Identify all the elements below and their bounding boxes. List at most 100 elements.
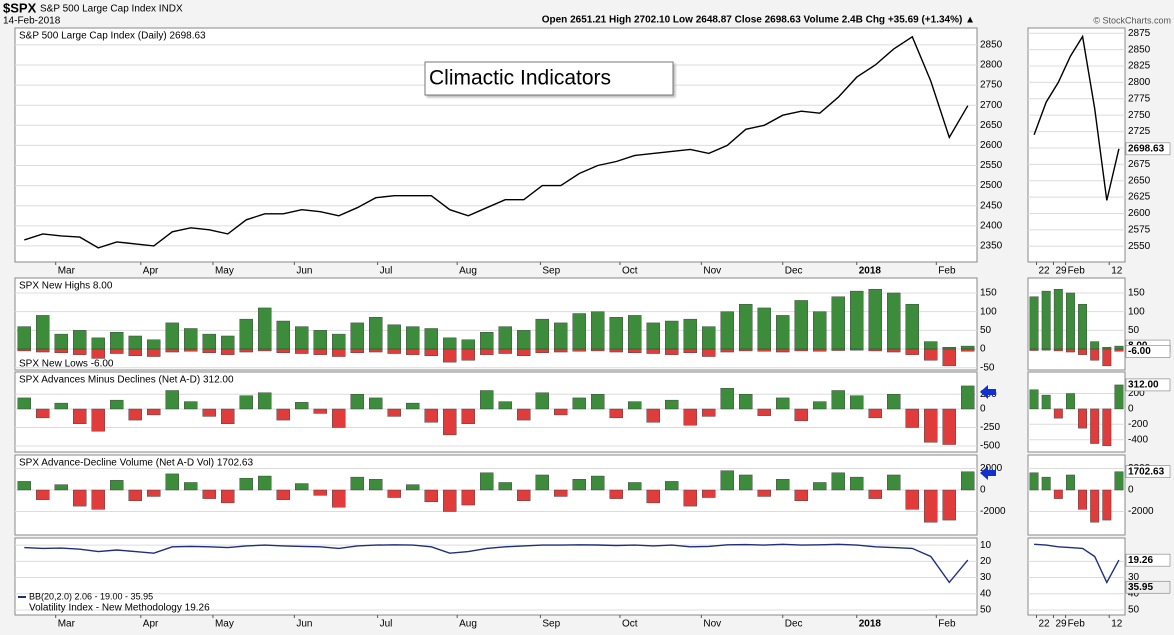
- x-tick-label: Feb: [1068, 266, 1086, 277]
- bar: [258, 348, 272, 352]
- bar: [1078, 489, 1088, 510]
- bar: [702, 326, 716, 350]
- bar: [128, 489, 142, 501]
- bar: [887, 474, 901, 491]
- bar: [554, 322, 568, 350]
- bar: [406, 348, 420, 355]
- bar: [36, 408, 50, 419]
- bar: [128, 335, 142, 350]
- y-tick-label: 2850: [1128, 44, 1151, 55]
- bar: [535, 318, 549, 350]
- bar: [942, 346, 956, 350]
- y-tick-label: 10: [980, 540, 992, 551]
- y-tick-label: 2550: [1128, 241, 1151, 252]
- x-tick-label: Jul: [380, 619, 393, 630]
- bar: [776, 348, 790, 353]
- bar: [128, 348, 142, 356]
- bar: [73, 348, 87, 355]
- x-tick-label: Dec: [785, 619, 803, 630]
- bar: [794, 408, 808, 422]
- x-tick-label: Aug: [459, 266, 477, 277]
- bar: [961, 385, 975, 410]
- bar: [1078, 408, 1088, 429]
- bar: [461, 408, 475, 425]
- value-box: [1125, 580, 1171, 594]
- bar: [239, 395, 253, 410]
- y-tick-label: -2000: [1128, 506, 1154, 517]
- bar: [91, 408, 105, 432]
- bar: [73, 489, 87, 507]
- y-tick-label: 2575: [1128, 225, 1151, 236]
- bar: [91, 489, 105, 510]
- y-tick-label: 150: [980, 288, 997, 299]
- bar: [609, 348, 623, 353]
- bar: [128, 408, 142, 421]
- bar: [295, 326, 309, 350]
- y-tick-label: 2775: [1128, 93, 1151, 104]
- x-tick-label: Mar: [58, 266, 76, 277]
- bar: [794, 348, 808, 352]
- bar: [794, 489, 808, 501]
- bar: [868, 348, 882, 352]
- bar: [609, 408, 623, 419]
- bar: [313, 489, 327, 496]
- bar: [850, 395, 864, 410]
- bar: [924, 408, 938, 443]
- value-box: [1125, 553, 1171, 567]
- bar: [517, 348, 531, 356]
- y-tick-label: 30: [980, 572, 992, 583]
- price-line: [24, 543, 969, 584]
- bar: [868, 408, 882, 419]
- y-tick-label: -50: [980, 362, 995, 373]
- bar: [1029, 472, 1039, 491]
- panel-title: S&P 500 Large Cap Index (Daily) 2698.63: [19, 31, 206, 42]
- bar: [942, 408, 956, 445]
- bar: [221, 489, 235, 504]
- bar: [757, 307, 771, 350]
- bar: [591, 348, 605, 352]
- bar: [683, 489, 697, 507]
- bar: [498, 482, 512, 491]
- bar: [831, 472, 845, 491]
- x-tick-label: Apr: [143, 619, 159, 630]
- bar: [480, 332, 494, 350]
- bar: [1053, 289, 1063, 350]
- bar: [387, 408, 401, 417]
- y-tick-label: 2850: [980, 40, 1003, 51]
- bar: [184, 401, 198, 410]
- x-tick-label: Sep: [542, 266, 560, 277]
- price-line: [24, 35, 969, 249]
- bar: [17, 481, 31, 491]
- bar: [1102, 348, 1112, 367]
- bar: [924, 489, 938, 523]
- bar: [868, 289, 882, 350]
- bar: [535, 474, 549, 491]
- x-tick-label: Jul: [380, 266, 393, 277]
- bar: [276, 320, 290, 350]
- bar: [831, 296, 845, 350]
- bar: [332, 348, 346, 357]
- y-tick-label: 50: [980, 605, 992, 616]
- y-tick-label: 20: [980, 556, 992, 567]
- legend: SPX New Lows -6.00: [19, 359, 114, 370]
- y-tick-label: -250: [980, 422, 1000, 433]
- x-tick-label: Feb: [1068, 619, 1086, 630]
- legend: SPX New Highs 8.00: [19, 281, 113, 292]
- bar: [276, 408, 290, 421]
- bar: [239, 477, 253, 491]
- y-tick-label: 2450: [980, 200, 1003, 211]
- bar: [36, 348, 50, 353]
- bar: [110, 332, 124, 350]
- bar: [54, 348, 68, 353]
- bar: [1065, 292, 1075, 350]
- y-tick-label: 2550: [980, 160, 1003, 171]
- y-tick-label: -200: [1128, 419, 1148, 430]
- bar: [313, 348, 327, 355]
- bar: [387, 489, 401, 498]
- bar: [739, 348, 753, 352]
- x-tick-label: Apr: [143, 266, 159, 277]
- y-tick-label: 0: [1128, 404, 1134, 415]
- copyright: © StockCharts.com: [1093, 15, 1171, 25]
- bar: [1102, 346, 1112, 350]
